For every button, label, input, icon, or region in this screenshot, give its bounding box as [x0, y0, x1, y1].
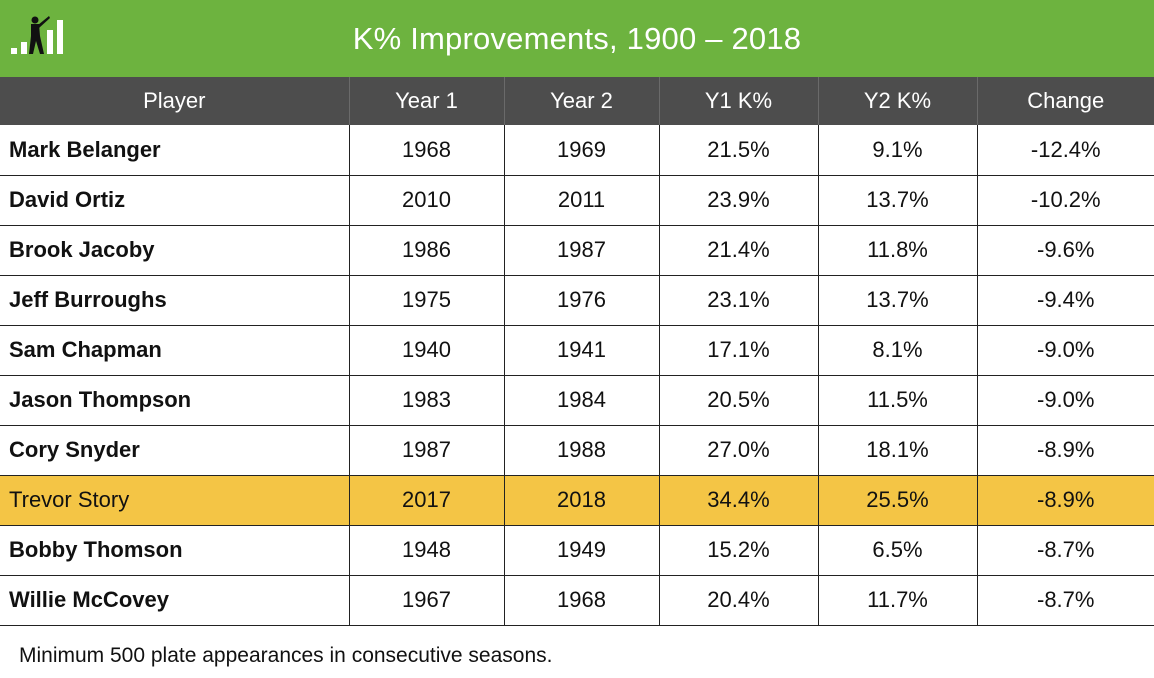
cell-year2: 1987 [504, 225, 660, 276]
cell-change: -8.7% [977, 525, 1154, 576]
cell-year1: 1975 [349, 275, 505, 326]
cell-player: David Ortiz [0, 175, 350, 226]
table-row: Brook Jacoby 1986 1987 21.4% 11.8% -9.6% [0, 225, 1154, 276]
table-row: Sam Chapman 1940 1941 17.1% 8.1% -9.0% [0, 325, 1154, 376]
cell-player: Jason Thompson [0, 375, 350, 426]
cell-player: Bobby Thomson [0, 525, 350, 576]
title-bar: K% Improvements, 1900 – 2018 [0, 0, 1154, 77]
stats-table: Player Year 1 Year 2 Y1 K% Y2 K% Change … [0, 77, 1154, 626]
cell-year1: 1987 [349, 425, 505, 476]
column-header-player[interactable]: Player [0, 77, 350, 125]
cell-change: -8.9% [977, 475, 1154, 526]
cell-year1: 1967 [349, 575, 505, 626]
cell-year1: 1968 [349, 125, 505, 176]
column-header-y2k[interactable]: Y2 K% [818, 77, 978, 125]
cell-year2: 1988 [504, 425, 660, 476]
cell-year1: 1986 [349, 225, 505, 276]
cell-player: Trevor Story [0, 475, 350, 526]
column-header-year2[interactable]: Year 2 [504, 77, 660, 125]
cell-player: Brook Jacoby [0, 225, 350, 276]
table-row: Cory Snyder 1987 1988 27.0% 18.1% -8.9% [0, 425, 1154, 476]
table-row: Mark Belanger 1968 1969 21.5% 9.1% -12.4% [0, 125, 1154, 176]
cell-change: -9.0% [977, 375, 1154, 426]
table-row: Willie McCovey 1967 1968 20.4% 11.7% -8.7% [0, 575, 1154, 626]
table-row: Jason Thompson 1983 1984 20.5% 11.5% -9.0% [0, 375, 1154, 426]
cell-change: -10.2% [977, 175, 1154, 226]
cell-year1: 1948 [349, 525, 505, 576]
cell-y1-k-pct: 15.2% [659, 525, 819, 576]
cell-year1: 2010 [349, 175, 505, 226]
cell-change: -9.0% [977, 325, 1154, 376]
cell-y2-k-pct: 18.1% [818, 425, 978, 476]
batter-bars-icon [11, 16, 63, 54]
cell-year2: 1968 [504, 575, 660, 626]
cell-year2: 1984 [504, 375, 660, 426]
table-row: Jeff Burroughs 1975 1976 23.1% 13.7% -9.4% [0, 275, 1154, 326]
cell-y2-k-pct: 13.7% [818, 275, 978, 326]
cell-year2: 2011 [504, 175, 660, 226]
cell-y2-k-pct: 6.5% [818, 525, 978, 576]
page-title: K% Improvements, 1900 – 2018 [352, 20, 802, 56]
cell-year2: 2018 [504, 475, 660, 526]
cell-y2-k-pct: 11.7% [818, 575, 978, 626]
column-header-change[interactable]: Change [977, 77, 1154, 125]
cell-y1-k-pct: 20.4% [659, 575, 819, 626]
cell-y2-k-pct: 8.1% [818, 325, 978, 376]
cell-y1-k-pct: 21.4% [659, 225, 819, 276]
footnote: Minimum 500 plate appearances in consecu… [19, 644, 553, 667]
cell-player: Willie McCovey [0, 575, 350, 626]
cell-y1-k-pct: 21.5% [659, 125, 819, 176]
cell-change: -9.6% [977, 225, 1154, 276]
cell-change: -8.9% [977, 425, 1154, 476]
column-header-year1[interactable]: Year 1 [349, 77, 505, 125]
cell-year2: 1949 [504, 525, 660, 576]
cell-year2: 1969 [504, 125, 660, 176]
cell-change: -9.4% [977, 275, 1154, 326]
cell-y1-k-pct: 23.9% [659, 175, 819, 226]
cell-year1: 1983 [349, 375, 505, 426]
table-row: David Ortiz 2010 2011 23.9% 13.7% -10.2% [0, 175, 1154, 226]
cell-player: Cory Snyder [0, 425, 350, 476]
cell-y2-k-pct: 9.1% [818, 125, 978, 176]
cell-year1: 2017 [349, 475, 505, 526]
cell-change: -12.4% [977, 125, 1154, 176]
cell-y1-k-pct: 27.0% [659, 425, 819, 476]
cell-y1-k-pct: 17.1% [659, 325, 819, 376]
column-header-y1k[interactable]: Y1 K% [659, 77, 819, 125]
cell-player: Jeff Burroughs [0, 275, 350, 326]
cell-y1-k-pct: 23.1% [659, 275, 819, 326]
table-header-row: Player Year 1 Year 2 Y1 K% Y2 K% Change [0, 77, 1154, 125]
cell-y1-k-pct: 20.5% [659, 375, 819, 426]
cell-change: -8.7% [977, 575, 1154, 626]
cell-y2-k-pct: 13.7% [818, 175, 978, 226]
cell-year2: 1941 [504, 325, 660, 376]
cell-y1-k-pct: 34.4% [659, 475, 819, 526]
cell-year2: 1976 [504, 275, 660, 326]
cell-year1: 1940 [349, 325, 505, 376]
cell-player: Sam Chapman [0, 325, 350, 376]
table-row: Trevor Story 2017 2018 34.4% 25.5% -8.9% [0, 475, 1154, 526]
cell-player: Mark Belanger [0, 125, 350, 176]
cell-y2-k-pct: 11.5% [818, 375, 978, 426]
cell-y2-k-pct: 11.8% [818, 225, 978, 276]
table-row: Bobby Thomson 1948 1949 15.2% 6.5% -8.7% [0, 525, 1154, 576]
cell-y2-k-pct: 25.5% [818, 475, 978, 526]
